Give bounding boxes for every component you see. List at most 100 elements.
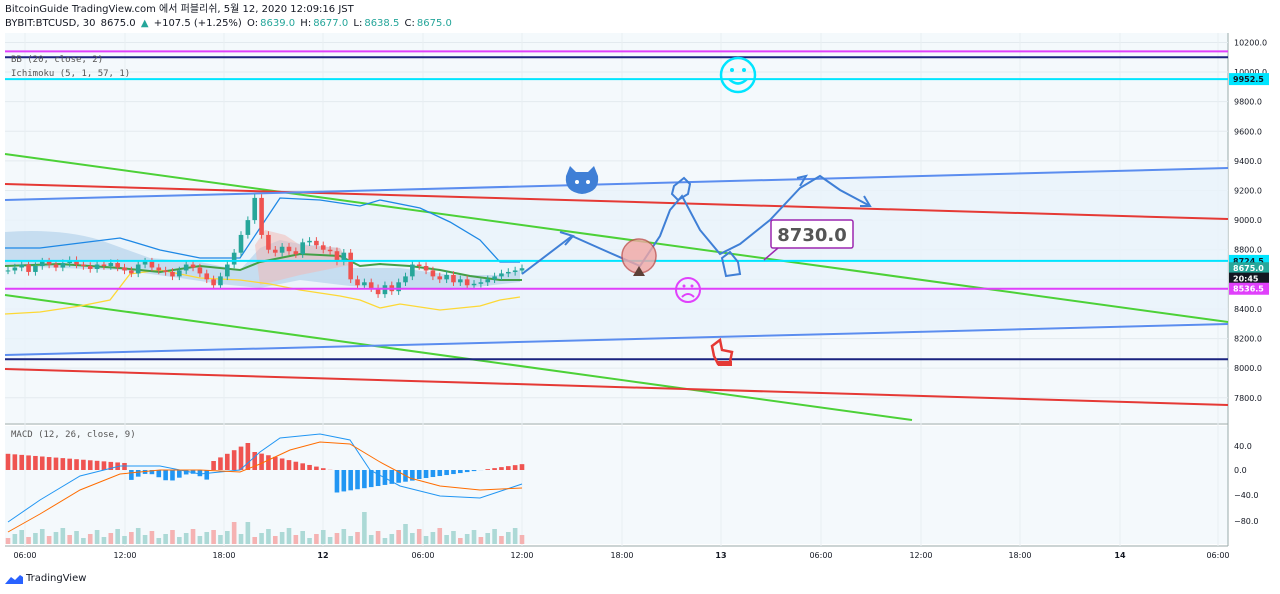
candle-body: [163, 270, 168, 272]
candle-body: [403, 276, 408, 283]
happy-face-icon: [719, 56, 757, 94]
cat-icon: [586, 180, 590, 184]
macd-bar: [266, 455, 271, 470]
macd-bar: [355, 470, 360, 490]
cat-icon: [575, 180, 579, 184]
candle-body: [135, 264, 141, 274]
candle-body: [87, 266, 93, 269]
candle-body: [505, 271, 511, 274]
candle-body: [293, 251, 299, 255]
signal-line: [7, 441, 523, 533]
macd-tick-label: 0.0: [1234, 466, 1247, 475]
x-tick-label: 18:00: [1008, 551, 1031, 560]
bb-legend[interactable]: BB (20, close, 2): [11, 55, 104, 65]
volume-bar: [39, 529, 45, 544]
volume-bar: [348, 536, 353, 544]
volume-bar: [12, 534, 18, 544]
close-label: C:: [404, 18, 415, 29]
macd-bar: [485, 469, 491, 470]
up-marker-icon: [633, 266, 645, 276]
macd-bar: [334, 470, 340, 493]
candle-body: [478, 282, 484, 284]
macd-bar: [129, 470, 134, 480]
macd-bar: [5, 453, 11, 470]
macd-legend[interactable]: MACD (12, 26, close, 9): [11, 430, 136, 440]
candle-body: [108, 263, 114, 267]
cat-icon: [565, 166, 599, 194]
candle-body: [183, 264, 189, 271]
macd-tick-label: −80.0: [1234, 517, 1259, 526]
macd-bar: [348, 470, 353, 491]
volume-bar: [26, 537, 31, 544]
candle-body: [33, 266, 38, 272]
macd-bar: [505, 466, 511, 470]
sad-face-icon: [690, 284, 694, 288]
volume-bar: [478, 537, 484, 544]
macd-bar: [320, 468, 326, 470]
macd-bar: [279, 458, 285, 470]
volume-bar: [293, 535, 299, 544]
candle-body: [341, 252, 347, 262]
candle-body: [5, 270, 11, 272]
volume-bar: [149, 531, 155, 544]
macd-bar: [204, 470, 210, 480]
volume-bar: [272, 536, 278, 544]
x-tick-label: 06:00: [809, 551, 832, 560]
tradingview-footer[interactable]: TradingView: [5, 573, 86, 584]
volume-bar: [492, 529, 497, 544]
candle-body: [320, 245, 326, 250]
symbol-label[interactable]: BYBIT:BTCUSD, 30: [5, 18, 96, 29]
macd-bar: [39, 456, 45, 470]
macd-bar: [245, 443, 251, 470]
candle-body: [485, 279, 491, 283]
volume-bar: [341, 529, 347, 544]
volume-bar: [505, 532, 511, 544]
candle-body: [348, 252, 353, 280]
pointing-hand-icon: [720, 250, 742, 278]
macd-bar: [416, 470, 422, 479]
macd-bar: [464, 470, 470, 473]
macd-bar: [430, 470, 436, 478]
candle-body: [286, 246, 292, 252]
y-tick-label: 9400.0: [1234, 157, 1262, 166]
last-price: 8675.0: [100, 18, 136, 29]
candle-body: [410, 264, 415, 277]
happy-face-icon: [742, 68, 746, 72]
trend-line: [4, 323, 1229, 356]
volume-bar: [444, 535, 449, 544]
candle-body: [375, 288, 381, 295]
sad-face-icon: [681, 293, 695, 298]
candle-body: [170, 271, 175, 277]
macd-bar: [286, 460, 292, 470]
arrow-head-icon: [860, 195, 872, 207]
trend-line: [4, 294, 913, 421]
candle-body: [142, 261, 148, 265]
trend-line: [4, 183, 1229, 220]
volume-bar: [142, 535, 148, 544]
candle-body: [355, 279, 360, 286]
x-tick-label: 06:00: [411, 551, 434, 560]
volume-bar: [245, 522, 251, 544]
volume-bar: [218, 535, 223, 544]
macd-bar: [375, 470, 381, 487]
volume-bar: [94, 530, 100, 544]
volume-bar: [87, 534, 93, 544]
volume-bar: [396, 530, 401, 544]
candle-body: [492, 276, 497, 280]
candle-body: [430, 270, 436, 277]
ichimoku-legend[interactable]: Ichimoku (5, 1, 57, 1): [11, 69, 131, 79]
macd-bar: [231, 450, 237, 470]
candle-body: [211, 279, 216, 286]
volume-bar: [115, 529, 120, 544]
macd-bar: [211, 461, 216, 470]
callout-pointer: [763, 247, 779, 261]
macd-bar: [33, 455, 38, 470]
candle-body: [19, 264, 25, 268]
volume-bar: [183, 533, 189, 544]
volume-bar: [231, 522, 237, 544]
volume-bar: [458, 538, 463, 544]
macd-bar: [307, 464, 312, 470]
tradingview-logo-icon: [5, 574, 23, 584]
volume-bar: [108, 533, 114, 544]
